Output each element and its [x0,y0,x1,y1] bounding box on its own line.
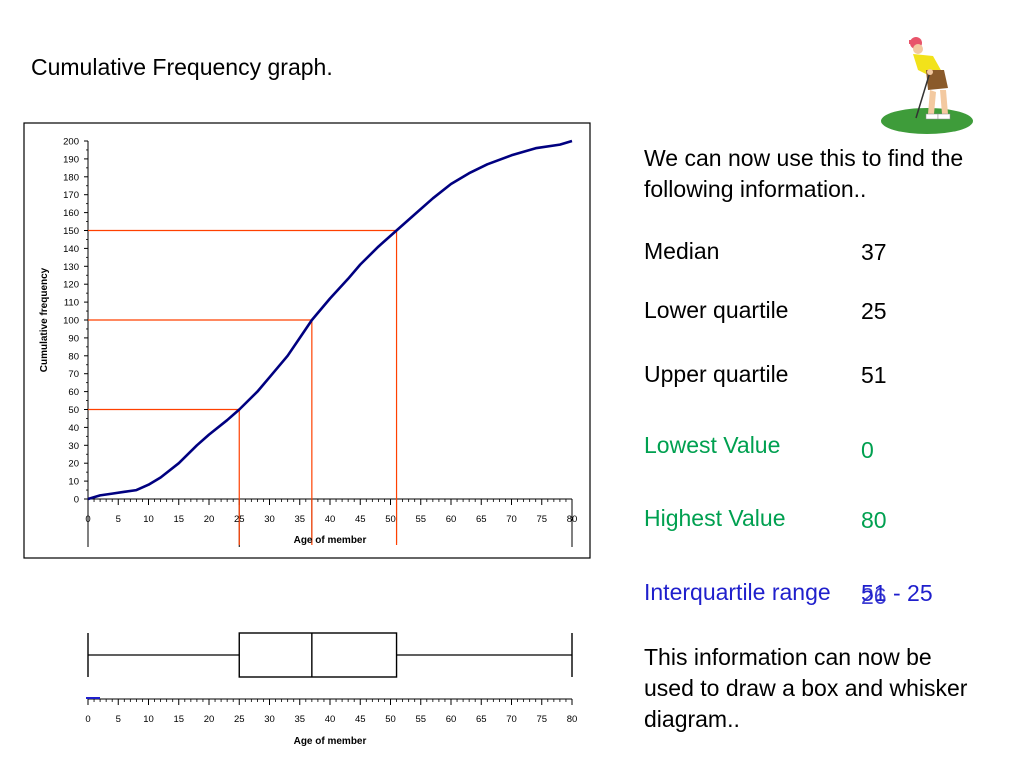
y-tick-label: 110 [64,298,79,309]
box-plot-x-tick-label: 5 [116,714,121,725]
box-plot-x-tick-label: 80 [567,714,578,725]
x-tick-label: 70 [506,514,517,525]
stat-label-lowest-value: Lowest Value [644,432,781,458]
y-tick-label: 100 [63,316,79,327]
stat-value-upper-quartile: 51 [861,362,887,388]
box-plot-x-tick-label: 25 [234,714,245,725]
stat-value-lower-quartile: 25 [861,298,887,324]
slide-title: Cumulative Frequency graph. [31,54,333,80]
y-tick-label: 70 [68,369,79,380]
x-tick-label: 55 [415,514,426,525]
box-plot-x-tick-label: 60 [446,714,457,725]
stat-value-interquartile-range: 51 - 25 [861,580,933,606]
stat-label-median: Median [644,238,720,264]
box-plot-x-tick-label: 45 [355,714,366,725]
box-plot-x-tick-label: 50 [385,714,396,725]
y-tick-label: 160 [63,208,79,219]
x-tick-label: 45 [355,514,366,525]
y-tick-label: 180 [63,172,79,183]
x-tick-label: 40 [325,514,336,525]
box-plot-x-tick-label: 75 [536,714,547,725]
stat-value-highest-value: 80 [861,507,887,533]
x-axis-label: Age of member [294,535,367,546]
x-tick-label: 0 [85,514,90,525]
y-tick-label: 80 [68,351,79,362]
x-tick-label: 15 [173,514,184,525]
box-plot-x-tick-label: 40 [325,714,336,725]
y-tick-label: 120 [63,280,79,291]
box-plot-x-tick-label: 10 [143,714,154,725]
y-tick-label: 130 [63,262,79,273]
box-plot-x-tick-label: 35 [294,714,305,725]
x-tick-label: 65 [476,514,487,525]
intro-text: We can now use this to find the followin… [644,145,964,202]
y-tick-label: 30 [68,441,79,452]
y-tick-label: 20 [68,459,79,470]
outro-text: This information can now be used to draw… [644,644,968,732]
y-tick-label: 200 [63,137,79,148]
stat-value-median: 37 [861,239,887,265]
y-tick-label: 60 [68,387,79,398]
y-tick-label: 40 [68,423,79,434]
interquartile-box [238,632,398,678]
y-tick-label: 190 [63,154,79,165]
x-tick-label: 35 [294,514,305,525]
box-plot-x-tick-label: 30 [264,714,275,725]
stat-label-interquartile-range: Interquartile range [644,579,831,605]
y-axis-label: Cumulative frequency [39,267,50,372]
box-plot-x-axis-label: Age of member [294,736,367,747]
stat-value-lowest-value: 0 [861,437,874,463]
y-tick-label: 170 [63,190,79,201]
box-plot-x-tick-label: 20 [204,714,215,725]
box-plot-x-tick-label: 55 [415,714,426,725]
box-plot-x-tick-label: 70 [506,714,517,725]
box-plot-x-tick-label: 15 [173,714,184,725]
y-tick-label: 140 [63,244,79,255]
stat-alt-value-interquartile-range: 26 [861,583,887,609]
y-tick-label: 0 [74,495,79,506]
stat-label-lower-quartile: Lower quartile [644,297,789,323]
x-tick-label: 80 [567,514,578,525]
y-tick-label: 90 [68,333,79,344]
x-tick-label: 25 [234,514,245,525]
y-tick-label: 50 [68,405,79,416]
stat-label-highest-value: Highest Value [644,505,786,531]
x-tick-label: 75 [536,514,547,525]
box-plot-x-tick-label: 0 [85,714,90,725]
x-tick-label: 50 [385,514,396,525]
x-tick-label: 20 [204,514,215,525]
y-tick-label: 10 [68,477,79,488]
x-tick-label: 60 [446,514,457,525]
y-tick-label: 150 [63,226,79,237]
chart-frame [23,122,591,559]
x-tick-label: 5 [116,514,121,525]
stat-label-upper-quartile: Upper quartile [644,361,789,387]
cumulative-frequency-curve [87,139,573,501]
box-plot-x-tick-label: 65 [476,714,487,725]
x-tick-label: 10 [143,514,154,525]
x-tick-label: 30 [264,514,275,525]
